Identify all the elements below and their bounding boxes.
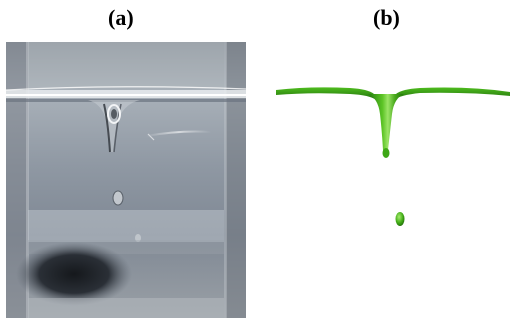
liquid-cusp (88, 100, 140, 153)
interface-sheet (276, 87, 510, 100)
container-left-wall (6, 42, 28, 318)
small-bubble (135, 234, 141, 242)
falling-drop (112, 190, 124, 206)
simulation-render (270, 70, 512, 250)
experiment-photo (6, 42, 246, 318)
surface-streak (145, 130, 212, 137)
panel-label-a: (a) (108, 5, 134, 30)
detached-droplet (395, 212, 405, 226)
container-right-wall (226, 42, 246, 318)
cusp-tail (368, 94, 404, 155)
panel-label-b: (b) (373, 5, 400, 30)
dark-reflection (16, 242, 132, 306)
